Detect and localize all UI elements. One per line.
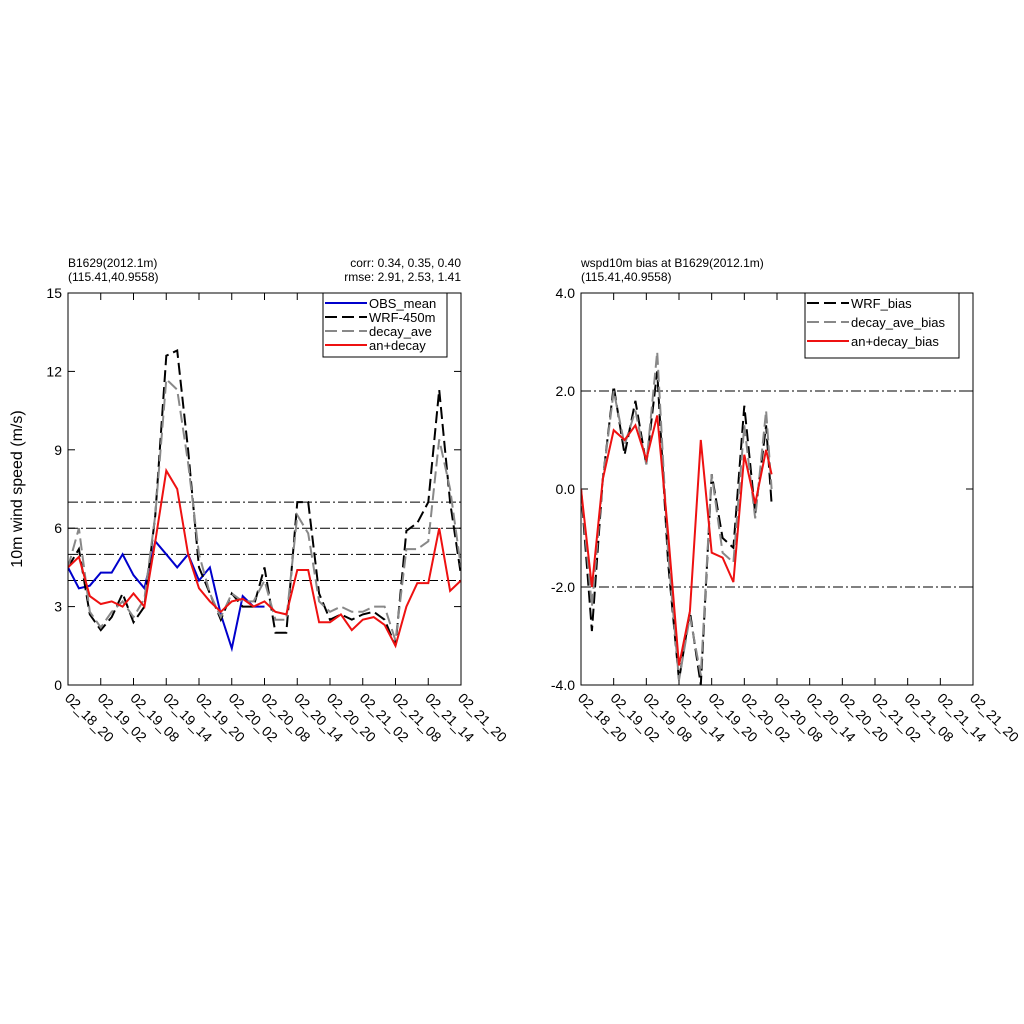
chart-title: B1629(2012.1m) <box>68 256 157 270</box>
series-line <box>68 539 265 653</box>
y-tick-label: 4.0 <box>556 285 576 301</box>
legend-label: WRF_bias <box>851 296 912 311</box>
y-tick-label: -4.0 <box>551 677 575 693</box>
plot-area <box>68 348 461 653</box>
y-tick-label: 0.0 <box>556 481 576 497</box>
y-tick-label: 12 <box>46 363 62 379</box>
series-line <box>68 467 461 649</box>
stats-text: rmse: 2.91, 2.53, 1.41 <box>344 270 461 284</box>
chart-title: wspd10m bias at B1629(2012.1m) <box>580 256 764 270</box>
y-tick-label: 15 <box>46 285 62 301</box>
y-tick-label: 0 <box>54 677 62 693</box>
y-tick-label: 2.0 <box>556 383 576 399</box>
series-line <box>581 351 773 681</box>
y-tick-label: 9 <box>54 442 62 458</box>
y-tick-label: 6 <box>54 520 62 536</box>
legend-label: OBS_mean <box>369 296 436 311</box>
plot-frame <box>580 292 974 686</box>
legend: WRF_bias decay_ave_bias an+decay_bias <box>804 292 960 359</box>
legend-label: WRF-450m <box>369 310 435 325</box>
series-line <box>68 377 461 641</box>
chart-title: (115.41,40.9558) <box>581 270 672 284</box>
y-axis-label: 10m wind speed (m/s) <box>9 410 26 567</box>
stats-text: corr: 0.34, 0.35, 0.40 <box>350 256 461 270</box>
chart-title: (115.41,40.9558) <box>68 270 159 284</box>
series-line <box>581 415 773 666</box>
y-tick-label: -2.0 <box>551 579 575 595</box>
plot-area <box>581 351 773 685</box>
legend-label: an+decay_bias <box>851 334 939 349</box>
plot-frame <box>67 292 462 686</box>
legend-label: decay_ave <box>369 324 432 339</box>
legend-label: an+decay <box>369 338 426 353</box>
legend-label: decay_ave_bias <box>851 315 945 330</box>
y-tick-label: 3 <box>54 599 62 615</box>
